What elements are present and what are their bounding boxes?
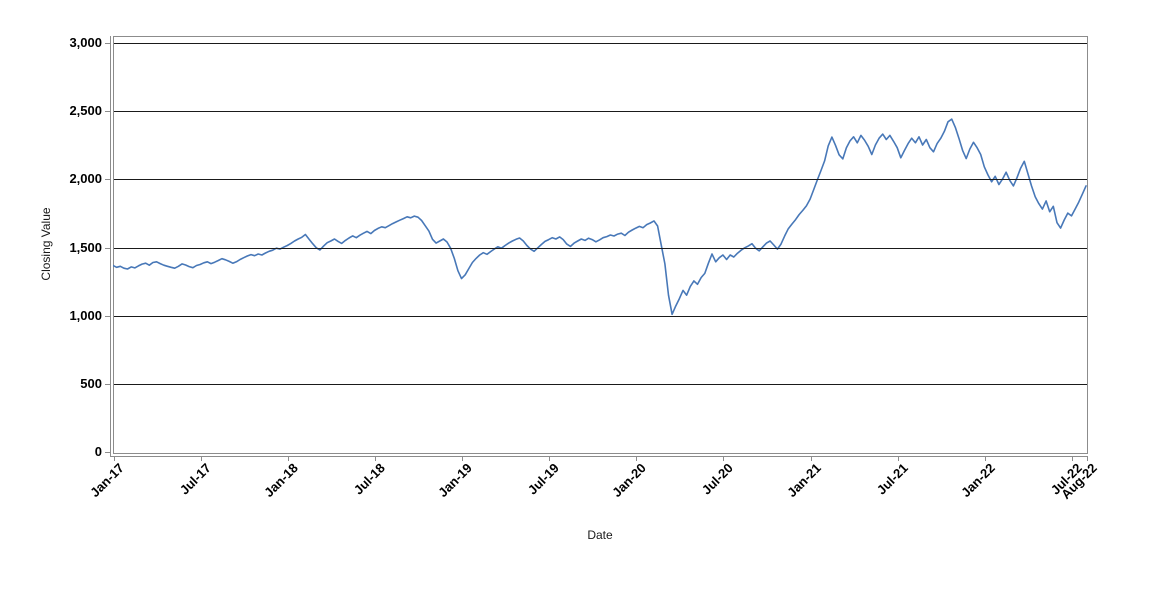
x-tick-Jan-19	[462, 456, 464, 461]
gridline-2,000	[113, 179, 1087, 181]
x-tick-Jul-22	[1071, 456, 1073, 461]
y-tick-label: 3,000	[69, 35, 102, 50]
y-tick-1,000	[104, 315, 110, 317]
x-tick-label: Jul-18	[350, 460, 388, 498]
x-tick-Jul-21	[897, 456, 899, 461]
x-axis-line	[109, 456, 1087, 457]
x-tick-label: Jan-20	[609, 460, 650, 501]
y-tick-label: 0	[94, 444, 102, 459]
x-tick-label: Jan-21	[783, 460, 824, 501]
x-tick-Jul-18	[374, 456, 376, 461]
y-tick-2,000	[104, 179, 110, 181]
y-tick-label: 2,000	[69, 171, 102, 187]
x-tick-label: Jan-18	[260, 460, 301, 501]
y-tick-0	[104, 452, 110, 453]
y-tick-label: 1,000	[69, 307, 102, 323]
gridline-1,500	[113, 247, 1087, 249]
x-tick-label: Jul-20	[699, 460, 737, 498]
x-tick-Jul-19	[549, 456, 551, 461]
x-tick-Jul-17	[200, 456, 202, 461]
x-tick-Aug-22	[1086, 456, 1088, 461]
x-tick-label: Jul-17	[176, 460, 214, 498]
x-tick-label: Jul-21	[873, 460, 911, 498]
closing-value-series-line	[113, 118, 1087, 316]
y-tick-label: 2,500	[69, 103, 102, 119]
series-line-svg	[113, 118, 1087, 316]
gridline-1,000	[113, 315, 1087, 317]
x-tick-Jan-22	[984, 456, 986, 461]
x-tick-Jan-17	[113, 456, 115, 461]
y-tick-2,500	[104, 111, 110, 113]
x-tick-Jan-20	[636, 456, 638, 461]
gridline-3,000	[113, 43, 1087, 44]
x-tick-label: Jan-22	[957, 460, 998, 501]
x-tick-label: Jul-19	[524, 460, 563, 498]
y-tick-1,500	[104, 247, 110, 249]
gridline-500	[113, 383, 1087, 385]
y-tick-label: 1,500	[69, 239, 102, 255]
y-tick-3,000	[104, 43, 110, 44]
y-tick-label: 500	[80, 375, 102, 391]
gridline-2,500	[113, 111, 1087, 113]
x-tick-Jan-21	[810, 456, 812, 461]
y-axis-line	[109, 36, 111, 456]
x-tick-label: Jan-19	[435, 460, 475, 501]
x-axis-title: Date	[587, 528, 613, 542]
x-tick-label: Jan-17	[86, 460, 127, 501]
x-tick-Jan-18	[287, 456, 289, 461]
y-tick-500	[104, 383, 110, 385]
x-tick-Jul-20	[723, 456, 725, 461]
